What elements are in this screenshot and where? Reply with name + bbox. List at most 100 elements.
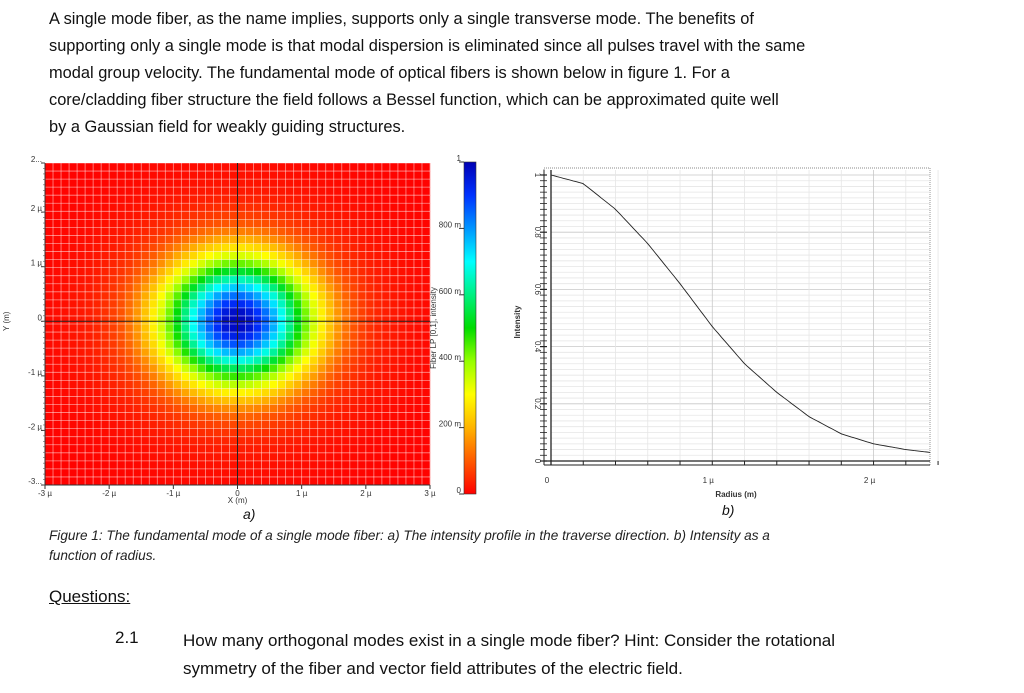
heatmap-cell — [213, 211, 222, 220]
heatmap-cell — [109, 444, 118, 454]
heatmap-cell — [85, 412, 94, 421]
heatmap-cell — [85, 444, 94, 454]
heatmap-cell — [133, 348, 142, 357]
heatmap-cell — [269, 420, 278, 429]
heatmap-cell — [141, 163, 150, 172]
heatmap-cell — [325, 315, 335, 325]
heatmap-cell — [413, 444, 423, 454]
heatmap-cell — [61, 211, 70, 220]
heatmap-cell — [317, 420, 327, 429]
heatmap-cell — [421, 452, 431, 462]
heatmap-cell — [189, 380, 198, 389]
heatmap-cell — [397, 179, 407, 188]
heatmap-cell — [173, 332, 182, 341]
heatmap-cell — [229, 243, 238, 252]
heatmap-cell — [101, 187, 110, 196]
heatmap-cell — [45, 283, 54, 293]
heatmap-cell — [77, 219, 86, 228]
heatmap-cell — [101, 291, 110, 301]
heatmap-cell — [85, 203, 94, 212]
heatmap-cell — [341, 275, 351, 285]
heatmap-cell — [269, 452, 278, 462]
heatmap-cell — [77, 388, 86, 397]
heatmap-cell — [205, 315, 214, 325]
heatmap-cell — [125, 452, 134, 462]
heatmap-cell — [109, 380, 118, 389]
heatmap-cell — [341, 307, 351, 317]
heatmap-cell — [365, 251, 375, 260]
heatmap-cell — [237, 412, 246, 421]
heatmap-cell — [53, 396, 62, 405]
heatmap-cell — [277, 348, 286, 357]
heatmap-cell — [253, 340, 262, 349]
heatmap-cell — [149, 243, 158, 252]
heatmap-cell — [389, 380, 399, 389]
heatmap-cell — [157, 420, 166, 429]
heatmap-cell — [381, 452, 391, 462]
x-tick-label: -2 µ — [102, 489, 116, 498]
heatmap-cell — [101, 452, 110, 462]
heatmap-cell — [245, 452, 254, 462]
heatmap-cell — [93, 364, 102, 373]
heatmap-cell — [381, 388, 391, 397]
heatmap-cell — [293, 179, 302, 188]
heatmap-cell — [205, 476, 214, 486]
heatmap-cell — [293, 227, 302, 236]
heatmap-cell — [181, 299, 190, 309]
heatmap-cell — [365, 203, 375, 212]
heatmap-cell — [365, 275, 375, 285]
heatmap-cell — [117, 291, 126, 301]
heatmap-cell — [293, 348, 302, 357]
heatmap-cell — [253, 243, 262, 252]
heatmap-cell — [317, 340, 327, 349]
heatmap-cell — [221, 267, 230, 276]
heatmap-cell — [189, 267, 198, 276]
heatmap-cell — [357, 195, 367, 204]
heatmap-cell — [101, 340, 110, 349]
heatmap-cell — [325, 420, 335, 429]
heatmap-cell — [101, 163, 110, 172]
heatmap-cell — [381, 243, 391, 252]
colorbar-label: Fiber LP [0,1], intensity — [429, 287, 438, 369]
heatmap-cell — [45, 171, 54, 180]
heatmap-cell — [357, 275, 367, 285]
heatmap-cell — [117, 307, 126, 317]
heatmap-cell — [285, 396, 294, 405]
heatmap-cell — [309, 291, 319, 301]
heatmap-cell — [109, 436, 118, 446]
heatmap-cell — [269, 259, 278, 268]
heatmap-cell — [325, 259, 335, 268]
heatmap-cell — [389, 283, 399, 293]
heatmap-cell — [405, 332, 415, 341]
heatmap-cell — [61, 227, 70, 236]
heatmap-cell — [181, 460, 190, 470]
heatmap-cell — [277, 388, 286, 397]
heatmap-cell — [301, 291, 310, 301]
heatmap-cell — [133, 227, 142, 236]
heatmap-cell — [277, 243, 286, 252]
heatmap-cell — [45, 275, 54, 285]
heatmap-cell — [173, 291, 182, 301]
heatmap-cell — [173, 227, 182, 236]
heatmap-cell — [333, 211, 343, 220]
heatmap-cell — [157, 171, 166, 180]
heatmap-cell — [397, 428, 407, 437]
heatmap-cell — [237, 436, 246, 446]
heatmap-cell — [61, 171, 70, 180]
heatmap-cell — [277, 460, 286, 470]
heatmap-cell — [349, 372, 359, 381]
heatmap-cell — [253, 163, 262, 172]
y-tick-label: -3... — [28, 477, 42, 486]
heatmap-cell — [245, 179, 254, 188]
heatmap-cell — [261, 404, 270, 413]
heatmap-cell — [317, 227, 327, 236]
heatmap-cell — [365, 211, 375, 220]
heatmap-cell — [149, 404, 158, 413]
heatmap-cell — [149, 332, 158, 341]
heatmap-cell — [405, 388, 415, 397]
heatmap-cell — [205, 380, 214, 389]
heatmap-cell — [173, 444, 182, 454]
heatmap-cell — [269, 219, 278, 228]
x-tick-label: 2 µ — [864, 476, 876, 485]
heatmap-cell — [285, 436, 294, 446]
